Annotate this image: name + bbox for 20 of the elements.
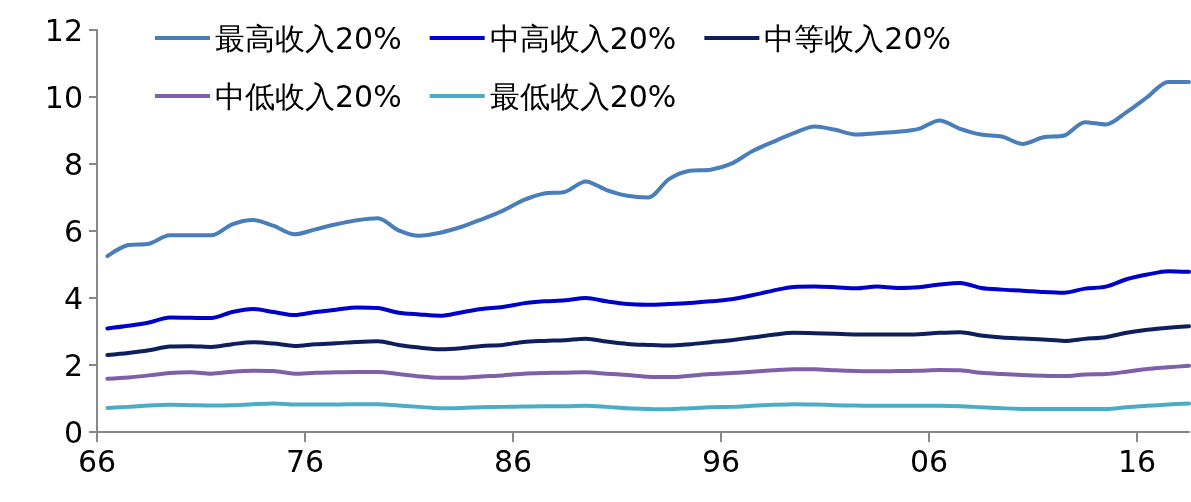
legend-label: 中高收入20% [489,20,677,56]
y-tick-label: 2 [63,347,83,383]
y-tick-label: 10 [44,79,83,115]
legend-label: 中低收入20% [215,78,402,114]
x-tick-label: 76 [285,443,325,479]
legend-label: 最低收入20% [489,78,677,114]
y-tick-label: 8 [63,146,83,182]
line-series [105,324,1191,357]
legend-label: 最高收入20% [215,20,402,56]
y-tick-label: 6 [63,213,83,249]
legend-label: 中等收入20% [764,20,952,56]
line-series [105,269,1191,331]
y-tick-label: 12 [44,12,83,48]
x-tick-label: 86 [493,443,533,479]
y-tick-label: 4 [63,280,83,316]
line-series [105,79,1191,259]
x-tick-label: 16 [1117,443,1157,479]
x-tick-label: 96 [701,443,741,479]
line-series [105,363,1191,381]
x-tick-label: 06 [909,443,949,479]
